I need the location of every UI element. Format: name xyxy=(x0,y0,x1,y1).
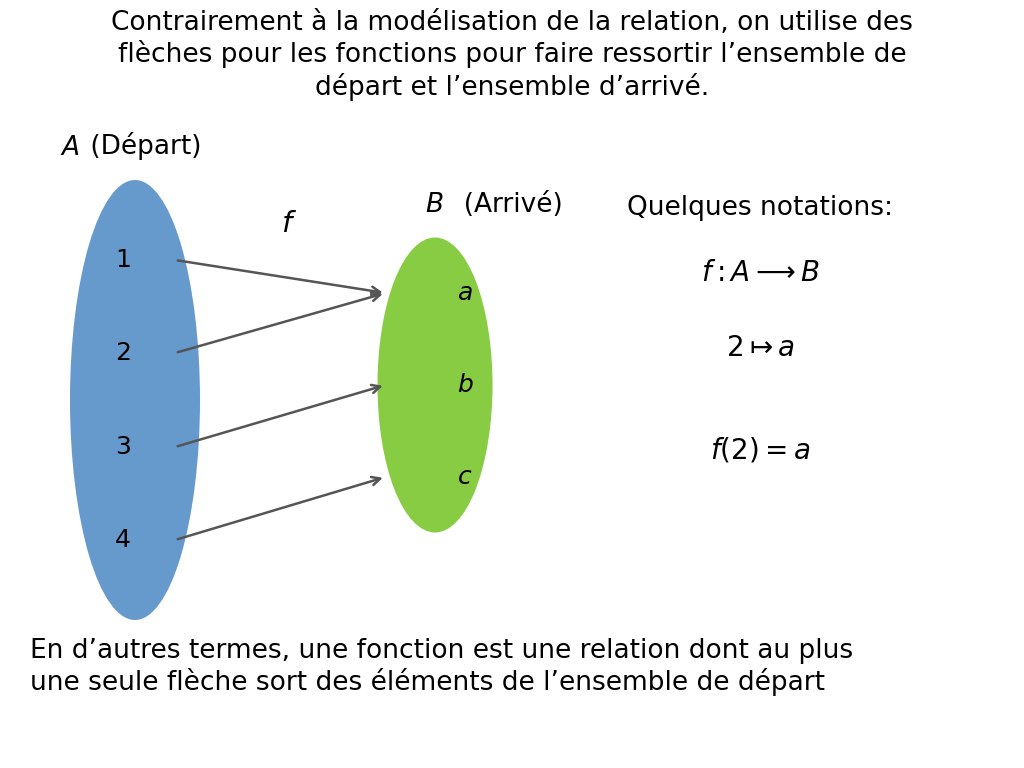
Text: $a$: $a$ xyxy=(457,282,473,304)
Text: $f$: $f$ xyxy=(281,210,297,238)
Text: $c$: $c$ xyxy=(457,465,472,488)
Text: $f : A \longrightarrow B$: $f : A \longrightarrow B$ xyxy=(700,260,819,287)
Text: (Départ): (Départ) xyxy=(82,132,202,160)
Text: Quelques notations:: Quelques notations: xyxy=(627,195,893,221)
Text: 4: 4 xyxy=(115,528,131,552)
Text: 2: 2 xyxy=(115,341,131,365)
Text: (Arrivé): (Arrivé) xyxy=(447,191,563,217)
Text: $b$: $b$ xyxy=(457,373,474,396)
Text: $f(2) = a$: $f(2) = a$ xyxy=(710,435,810,464)
Ellipse shape xyxy=(70,180,200,620)
Text: $2 \mapsto a$: $2 \mapsto a$ xyxy=(726,335,795,362)
Text: 3: 3 xyxy=(115,435,131,459)
Text: En d’autres termes, une fonction est une relation dont au plus
une seule flèche : En d’autres termes, une fonction est une… xyxy=(30,638,853,697)
Ellipse shape xyxy=(378,237,493,532)
Text: $B$: $B$ xyxy=(425,193,443,217)
Text: $A$: $A$ xyxy=(60,135,80,160)
Text: Contrairement à la modélisation de la relation, on utilise des
flèches pour les : Contrairement à la modélisation de la re… xyxy=(111,10,913,101)
Text: 1: 1 xyxy=(115,248,131,272)
